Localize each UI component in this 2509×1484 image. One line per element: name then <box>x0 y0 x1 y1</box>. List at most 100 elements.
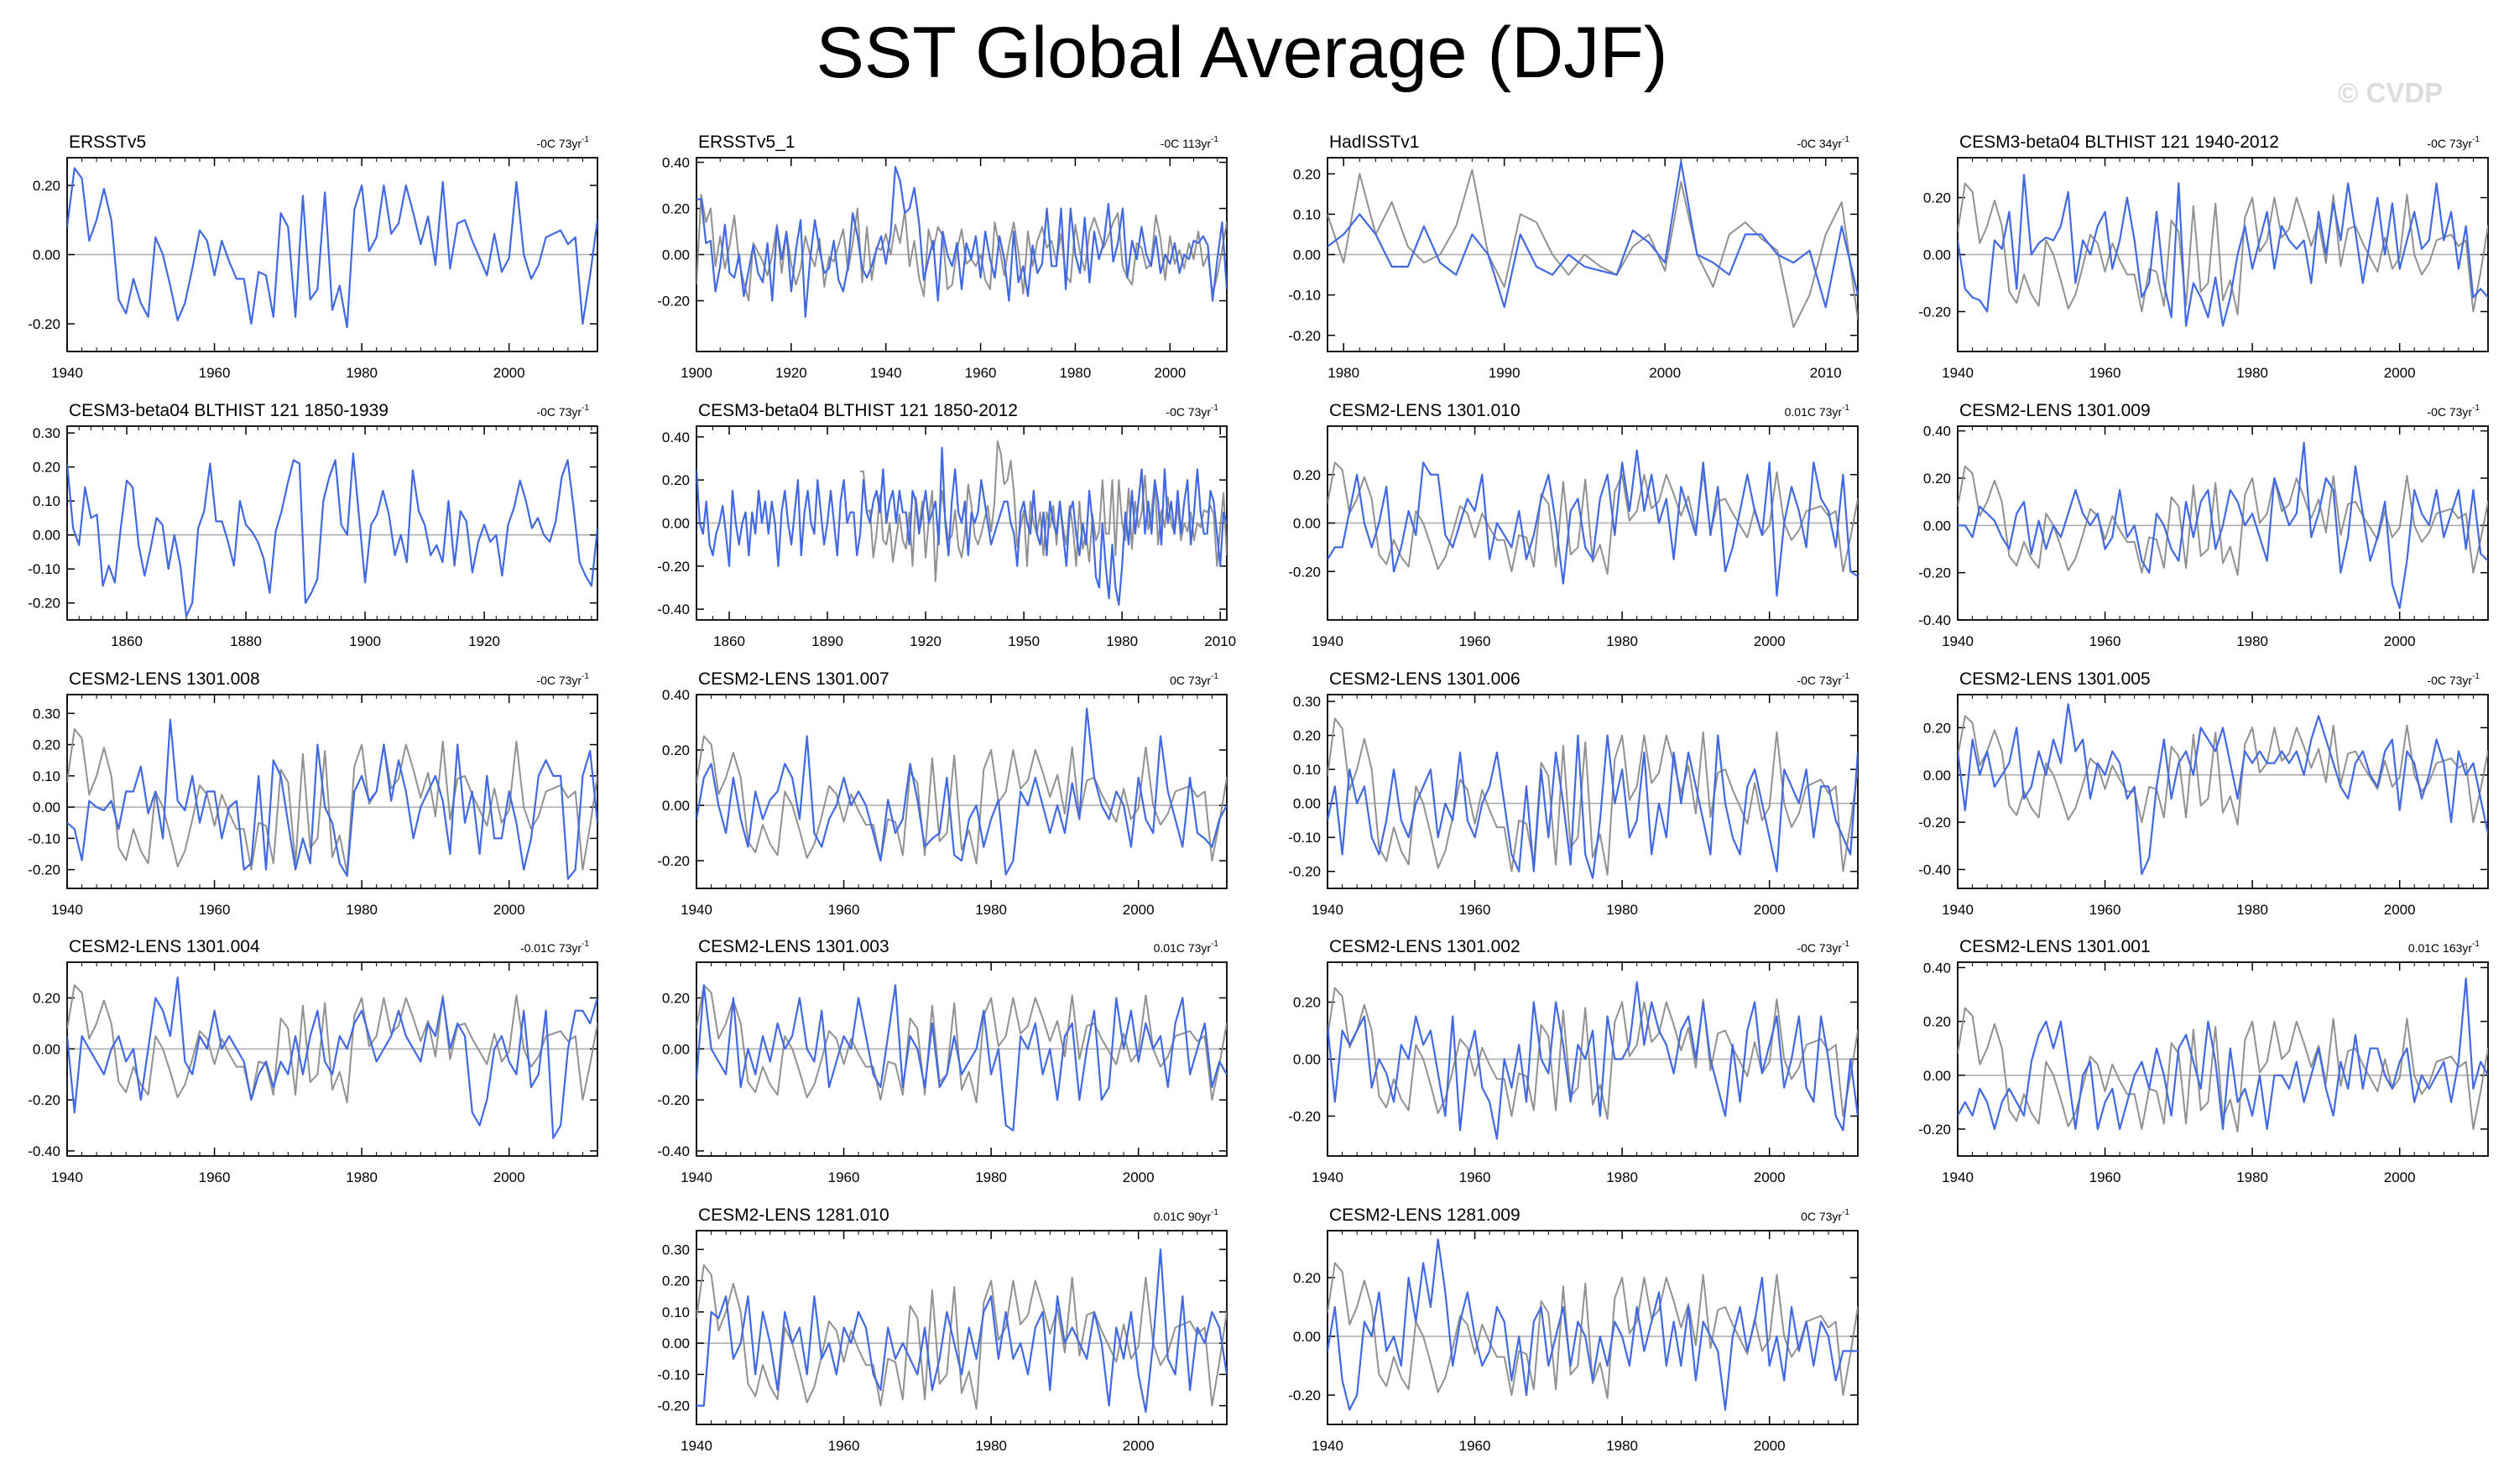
y-tick-label: 0.20 <box>662 472 690 488</box>
y-tick-label: -0.20 <box>657 1398 690 1414</box>
y-tick-label: -0.20 <box>1288 564 1321 580</box>
trend-label: -0C 73yr-1 <box>536 404 589 419</box>
x-tick-label: 1980 <box>1606 1169 1638 1185</box>
panel-title: CESM2-LENS 1301.007 <box>698 669 889 689</box>
y-tick-label: 0.10 <box>33 768 60 784</box>
panel-title: CESM3-beta04 BLTHIST 121 1940-2012 <box>1959 133 2279 152</box>
x-tick-label: 1940 <box>1942 365 1974 381</box>
x-tick-label: 2000 <box>2384 633 2416 649</box>
x-tick-label: 1940 <box>870 365 902 381</box>
chart-panel: -0.20 0.00 0.20 1940 1960 1980 2000 ERSSTv5 -0C … <box>28 133 598 381</box>
y-tick-label: -0.20 <box>28 862 60 878</box>
x-tick-label: 1900 <box>349 633 381 649</box>
x-tick-label: 2000 <box>2384 1169 2416 1185</box>
x-tick-label: 1980 <box>346 902 378 918</box>
trend-label: -0C 73yr-1 <box>2427 672 2480 687</box>
observed-series-line <box>1328 169 1858 329</box>
trend-label: 0.01C 73yr-1 <box>1785 404 1850 419</box>
trend-label: 0C 73yr-1 <box>1170 672 1218 687</box>
x-tick-label: 1960 <box>2089 1169 2121 1185</box>
x-tick-label: 1940 <box>1942 902 1974 918</box>
x-tick-label: 1940 <box>1312 902 1343 918</box>
y-tick-label: 0.20 <box>33 460 60 476</box>
y-tick-label: 0.20 <box>1923 471 1951 487</box>
panel-title: CESM2-LENS 1301.005 <box>1959 669 2151 689</box>
x-tick-label: 1940 <box>1942 1169 1974 1185</box>
x-tick-label: 1940 <box>1312 1438 1343 1454</box>
panel-title: CESM2-LENS 1301.004 <box>69 937 260 956</box>
model-series-line <box>696 1248 1227 1414</box>
plot-frame <box>1957 694 2489 889</box>
x-tick-label: 1960 <box>1459 1438 1491 1454</box>
y-tick-label: -0.40 <box>1918 862 1951 877</box>
y-tick-label: 0.40 <box>662 430 690 445</box>
x-tick-label: 1950 <box>1008 633 1040 649</box>
x-tick-label: 1940 <box>51 365 83 381</box>
y-tick-label: -0.20 <box>1918 1122 1951 1138</box>
y-tick-label: -0.40 <box>657 601 690 617</box>
x-tick-label: 1960 <box>2089 902 2121 918</box>
trend-label: -0C 73yr-1 <box>2427 404 2480 419</box>
y-tick-label: 0.30 <box>33 706 60 721</box>
model-series-line <box>696 165 1227 318</box>
y-tick-label: -0.20 <box>1918 565 1951 581</box>
model-series-line <box>67 976 597 1139</box>
y-tick-label: 0.00 <box>662 1336 690 1351</box>
x-tick-label: 1980 <box>346 365 378 381</box>
plot-frame <box>696 961 1228 1157</box>
y-tick-label: 0.20 <box>1923 720 1951 736</box>
x-tick-label: 1900 <box>681 365 712 381</box>
x-tick-label: 1940 <box>1942 633 1974 649</box>
y-tick-label: 0.00 <box>662 247 690 263</box>
y-tick-label: 0.10 <box>1293 762 1321 778</box>
model-series-line <box>67 167 597 329</box>
y-tick-label: -0.20 <box>1288 864 1321 880</box>
x-tick-label: 1960 <box>828 902 860 918</box>
chart-panel: -0.20 -0.10 0.00 0.10 0.20 0.30 1860 1880 1900 19… <box>28 401 598 649</box>
x-tick-label: 1980 <box>1606 1438 1638 1454</box>
x-tick-label: 2000 <box>2384 365 2416 381</box>
y-tick-label: 0.20 <box>1923 190 1951 206</box>
panel-title: CESM2-LENS 1301.001 <box>1959 937 2151 956</box>
x-tick-label: 1980 <box>1606 633 1638 649</box>
y-tick-label: 0.00 <box>1293 516 1321 532</box>
panel-title: CESM2-LENS 1281.009 <box>1329 1205 1521 1225</box>
observed-series-line <box>1958 182 2488 315</box>
x-tick-label: 1980 <box>2236 1169 2268 1185</box>
x-tick-label: 2000 <box>1754 1438 1786 1454</box>
y-tick-label: 0.30 <box>33 425 60 441</box>
x-tick-label: 1980 <box>975 1169 1007 1185</box>
panel-title: CESM3-beta04 BLTHIST 121 1850-2012 <box>698 401 1018 420</box>
x-tick-label: 1980 <box>2236 365 2268 381</box>
x-tick-label: 1860 <box>713 633 745 649</box>
x-tick-label: 1960 <box>828 1169 860 1185</box>
x-tick-label: 1940 <box>681 1169 712 1185</box>
observed-series-line <box>1958 465 2488 576</box>
x-tick-label: 1860 <box>111 633 143 649</box>
trend-label: 0.01C 73yr-1 <box>1154 940 1219 955</box>
model-series-line <box>1328 160 1858 309</box>
y-tick-label: 0.20 <box>1293 995 1321 1011</box>
y-tick-label: 0.00 <box>33 528 60 544</box>
panel-title: CESM2-LENS 1301.009 <box>1959 401 2151 420</box>
model-series-line <box>1328 1238 1858 1411</box>
x-tick-label: 1890 <box>811 633 843 649</box>
y-tick-label: 0.00 <box>1293 796 1321 812</box>
y-tick-label: -0.40 <box>1918 612 1951 628</box>
trend-label: -0C 73yr-1 <box>536 672 589 687</box>
y-tick-label: 0.30 <box>1293 694 1321 710</box>
page-title: SST Global Average (DJF) <box>816 13 1668 93</box>
trend-label: 0.01C 163yr-1 <box>2408 940 2480 955</box>
y-tick-label: -0.10 <box>657 1367 690 1382</box>
trend-label: -0C 73yr-1 <box>1797 672 1849 687</box>
trend-label: 0C 73yr-1 <box>1801 1208 1849 1223</box>
y-tick-label: 0.20 <box>33 737 60 753</box>
x-tick-label: 1880 <box>230 633 262 649</box>
observed-series-line <box>1328 461 1858 575</box>
observed-series-line <box>67 984 597 1104</box>
y-tick-label: 0.10 <box>662 1304 690 1320</box>
y-tick-label: -0.20 <box>657 1092 690 1108</box>
trend-label: -0C 73yr-1 <box>536 135 589 150</box>
trend-label: -0C 34yr-1 <box>1797 135 1849 150</box>
